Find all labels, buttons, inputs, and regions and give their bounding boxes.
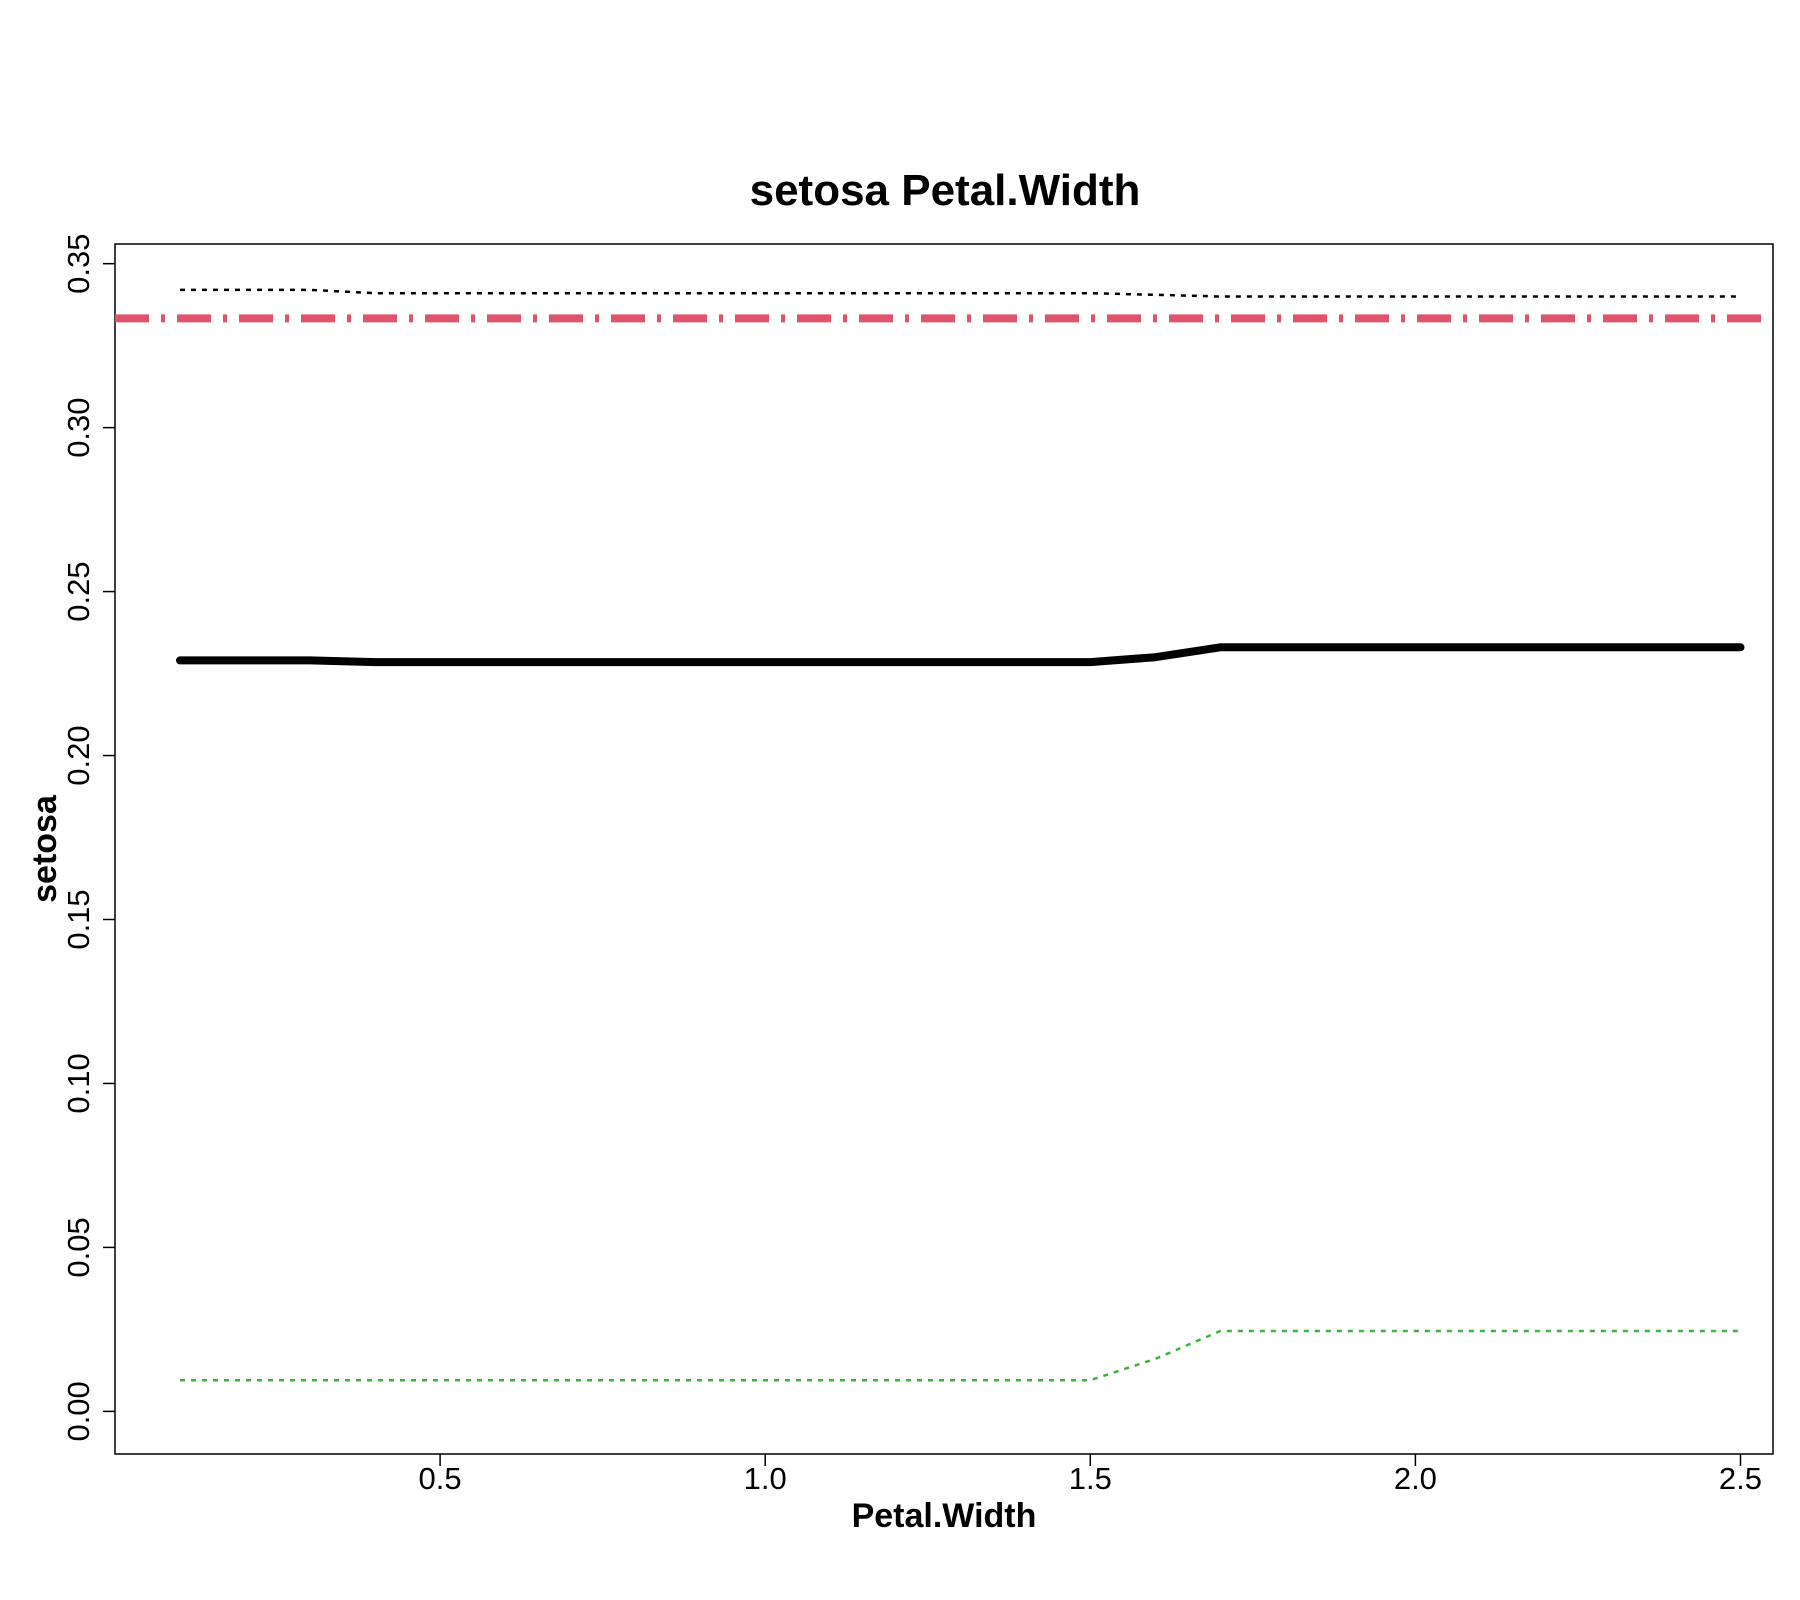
- y-tick-label: 0.05: [61, 1217, 96, 1277]
- x-axis-label: Petal.Width: [852, 1497, 1037, 1535]
- y-tick-label: 0.15: [61, 889, 96, 949]
- x-axis: 0.5 1.0 1.5 2.0 2.5: [419, 1454, 1762, 1496]
- y-axis-label: setosa: [26, 794, 64, 903]
- y-tick-label: 0.10: [61, 1053, 96, 1113]
- x-tick-label: 2.0: [1394, 1461, 1437, 1496]
- plot-frame: [114, 243, 1774, 1455]
- x-tick-label: 1.5: [1069, 1461, 1112, 1496]
- series-line-3: [180, 1329, 1741, 1382]
- y-tick-label: 0.00: [61, 1381, 96, 1441]
- chart-title: setosa Petal.Width: [750, 166, 1141, 215]
- series-line-1: [176, 643, 1745, 667]
- x-tick-label: 2.5: [1719, 1461, 1762, 1496]
- y-tick-label: 0.25: [61, 561, 96, 621]
- x-tick-label: 1.0: [744, 1461, 787, 1496]
- series-line-2: [180, 288, 1741, 298]
- series-layer: [115, 288, 1773, 1382]
- y-tick-label: 0.35: [61, 234, 96, 294]
- y-axis: 0.00 0.05 0.10 0.15 0.20 0.25 0.30 0.35: [61, 234, 115, 1442]
- y-tick-label: 0.30: [61, 397, 96, 457]
- x-tick-label: 0.5: [419, 1461, 462, 1496]
- y-tick-label: 0.20: [61, 725, 96, 785]
